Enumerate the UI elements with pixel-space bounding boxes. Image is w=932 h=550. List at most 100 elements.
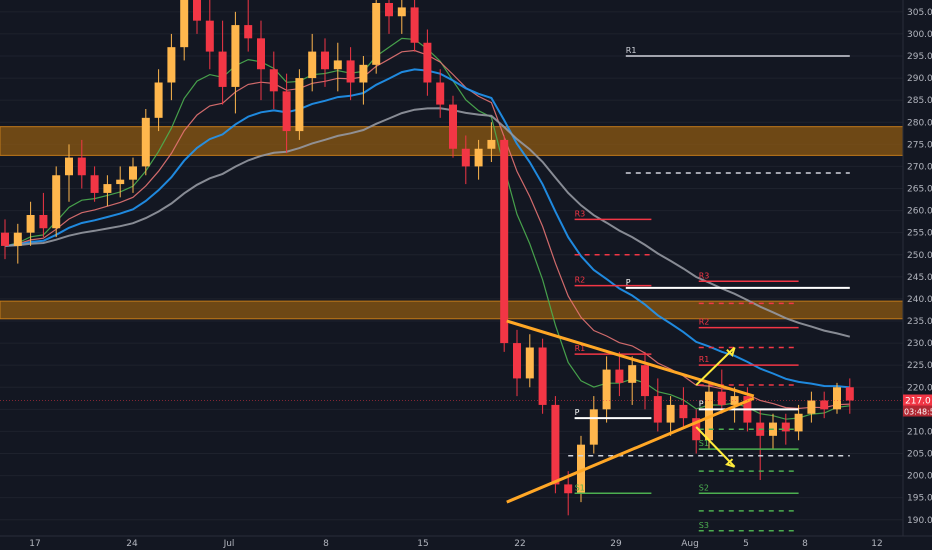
y-tick-label: 280.0 bbox=[907, 118, 932, 128]
x-tick-label: 17 bbox=[29, 539, 40, 549]
candle-body bbox=[359, 64, 368, 83]
candle-body bbox=[13, 232, 22, 246]
breakout-arrow-head bbox=[726, 347, 736, 358]
candle-body bbox=[26, 215, 35, 233]
y-tick-label: 205.0 bbox=[907, 450, 932, 460]
y-tick-label: 235.0 bbox=[907, 317, 932, 327]
pivot-level-label: R3 bbox=[575, 209, 586, 218]
y-tick-label: 305.0 bbox=[907, 8, 932, 18]
y-tick-label: 200.0 bbox=[907, 472, 932, 482]
price-axis[interactable]: 190.0195.0200.0205.0210.0215.0220.0225.0… bbox=[902, 0, 932, 550]
last-price-tag: 217.0 03:48:59 bbox=[903, 394, 932, 417]
y-tick-label: 225.0 bbox=[907, 361, 932, 371]
candle-body bbox=[90, 175, 99, 193]
x-tick-label: 8 bbox=[802, 539, 808, 549]
candle-body bbox=[589, 409, 598, 445]
candle-body bbox=[244, 25, 253, 39]
breakout-arrow bbox=[695, 346, 736, 386]
pivot-level-label: R3 bbox=[699, 271, 710, 280]
candle-body bbox=[141, 117, 150, 167]
candle-body bbox=[436, 82, 445, 105]
candle-body bbox=[116, 179, 125, 185]
candle-body bbox=[461, 148, 470, 167]
candle-body bbox=[474, 148, 483, 167]
candle-body bbox=[205, 20, 214, 52]
candle-body bbox=[282, 91, 291, 132]
pivot-level-label: P bbox=[626, 278, 631, 287]
trend-drawings bbox=[506, 319, 755, 504]
candle-body bbox=[321, 51, 329, 70]
candle-body bbox=[525, 347, 534, 379]
candle-body bbox=[500, 139, 509, 344]
candle-body bbox=[577, 444, 585, 494]
y-tick-label: 260.0 bbox=[907, 207, 932, 217]
breakout-arrow-head bbox=[725, 458, 735, 468]
candle-body bbox=[538, 347, 547, 405]
candle-body bbox=[257, 38, 265, 70]
candle-body bbox=[717, 391, 726, 405]
y-tick-label: 230.0 bbox=[907, 339, 932, 349]
pivot-level-label: R1 bbox=[699, 355, 710, 364]
y-tick-label: 210.0 bbox=[907, 427, 932, 437]
y-tick-label: 285.0 bbox=[907, 96, 932, 106]
candle-body bbox=[615, 369, 624, 383]
y-tick-label: 265.0 bbox=[907, 185, 932, 195]
candle-timer: 03:48:59 bbox=[904, 408, 932, 417]
candle-body bbox=[39, 215, 48, 229]
breakout-arrow bbox=[695, 426, 736, 468]
candle-body bbox=[602, 369, 611, 410]
candle-body bbox=[513, 343, 521, 379]
candle-body bbox=[564, 484, 573, 494]
candle-body bbox=[845, 387, 854, 401]
candle-body bbox=[1, 232, 9, 246]
y-tick-label: 275.0 bbox=[907, 140, 932, 150]
y-tick-label: 195.0 bbox=[907, 494, 932, 504]
candle-body bbox=[193, 0, 201, 21]
x-tick-label: 5 bbox=[743, 539, 749, 549]
x-tick-label: Jul bbox=[223, 539, 235, 549]
y-tick-label: 290.0 bbox=[907, 74, 932, 84]
candle-body bbox=[820, 400, 829, 410]
candle-body bbox=[628, 365, 637, 383]
candle-body bbox=[692, 418, 701, 441]
pivot-level-label: S1 bbox=[699, 439, 709, 448]
pivot-levels: R3 R2 R1 P S1 R3 R2 R1 P S1 S2 S3 R1 P bbox=[568, 46, 850, 532]
candle-body bbox=[308, 51, 317, 79]
pivot-level-label: S2 bbox=[699, 483, 709, 492]
pivot-level-label: R2 bbox=[575, 276, 586, 285]
candle-body bbox=[154, 82, 163, 118]
candle-body bbox=[807, 400, 816, 414]
price-axis-bg bbox=[903, 0, 932, 550]
candle-body bbox=[129, 166, 137, 180]
candle-body bbox=[52, 175, 61, 229]
y-tick-label: 270.0 bbox=[907, 162, 932, 172]
y-tick-label: 245.0 bbox=[907, 273, 932, 283]
x-tick-label: 29 bbox=[610, 539, 622, 549]
candle-body bbox=[218, 51, 227, 87]
candle-body bbox=[449, 104, 457, 149]
last-price-value: 217.0 bbox=[905, 397, 931, 407]
time-axis[interactable]: 17 24 Jul 8 15 22 29 Aug 5 8 12 bbox=[0, 535, 932, 549]
y-tick-label: 190.0 bbox=[907, 516, 932, 526]
candle-body bbox=[641, 365, 649, 397]
candle-body bbox=[551, 404, 560, 485]
candle-body bbox=[410, 7, 419, 43]
gray-sma-line bbox=[4, 107, 851, 338]
candle-body bbox=[833, 387, 841, 410]
candle-body bbox=[346, 60, 355, 83]
y-tick-label: 250.0 bbox=[907, 251, 932, 261]
x-tick-label: 12 bbox=[871, 539, 882, 549]
y-tick-label: 300.0 bbox=[907, 30, 932, 40]
triangle-trendline bbox=[506, 319, 755, 398]
candle-body bbox=[781, 422, 790, 432]
candle-body bbox=[295, 78, 304, 132]
pivot-level-label: S3 bbox=[699, 521, 709, 530]
x-tick-label: 22 bbox=[514, 539, 525, 549]
triangle-trendline bbox=[506, 396, 755, 504]
pivot-level-label: R1 bbox=[626, 46, 637, 55]
candle-body bbox=[372, 3, 381, 65]
candle-body bbox=[65, 157, 73, 176]
candle-body bbox=[385, 3, 393, 17]
